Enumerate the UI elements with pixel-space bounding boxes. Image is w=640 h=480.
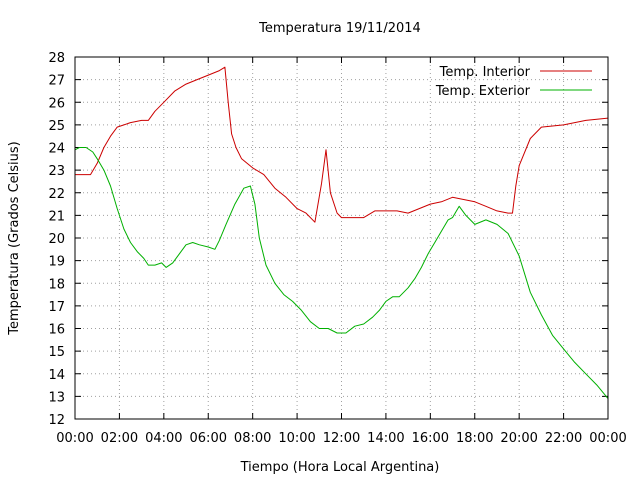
- legend: Temp. Interior Temp. Exterior: [435, 65, 592, 99]
- x-tick-label: 18:00: [456, 431, 493, 446]
- y-tick-label: 20: [48, 232, 65, 247]
- y-tick-label: 28: [48, 51, 65, 66]
- chart-title: Temperatura 19/11/2014: [258, 21, 421, 36]
- x-tick-label: 04:00: [145, 431, 182, 446]
- series-lines: [74, 66, 609, 399]
- x-tick-label: 06:00: [190, 431, 227, 446]
- x-tick-label: 00:00: [589, 431, 626, 446]
- x-tick-label: 02:00: [101, 431, 138, 446]
- plot-frame: [74, 56, 609, 420]
- x-tick-label: 12:00: [323, 431, 360, 446]
- y-tick-label: 26: [48, 96, 65, 111]
- y-tick-label: 21: [48, 209, 65, 224]
- x-tick-label: 08:00: [234, 431, 271, 446]
- y-tick-label: 14: [48, 368, 65, 383]
- x-tick-label: 14:00: [367, 431, 404, 446]
- y-tick-label: 18: [48, 277, 65, 292]
- legend-label-interior: Temp. Interior: [439, 65, 531, 80]
- y-tick-label: 25: [48, 119, 65, 134]
- y-axis-label: Temperatura (Grados Celsius): [7, 141, 22, 335]
- y-tick-label: 13: [48, 390, 65, 405]
- y-tick-label: 19: [48, 255, 65, 270]
- x-tick-label: 00:00: [56, 431, 93, 446]
- series-line-1: [74, 147, 609, 399]
- y-tick-label: 17: [48, 300, 65, 315]
- x-tick-label: 10:00: [278, 431, 315, 446]
- y-tick-label: 24: [48, 142, 65, 157]
- x-tick-label: 22:00: [545, 431, 582, 446]
- y-tick-label: 27: [48, 74, 65, 89]
- y-tick-label: 15: [48, 345, 65, 360]
- y-tick-label: 16: [48, 323, 65, 338]
- x-tick-label: 20:00: [500, 431, 537, 446]
- grid: [75, 57, 608, 419]
- y-tick-label: 12: [48, 413, 65, 428]
- series-line-0: [75, 66, 609, 223]
- y-tick-label: 23: [48, 164, 65, 179]
- axis-ticks: 00:00 02:00 04:00 06:00 08:00 10:00 12:00 14:00…: [48, 51, 626, 446]
- x-axis-label: Tiempo (Hora Local Argentina): [240, 460, 440, 475]
- legend-label-exterior: Temp. Exterior: [435, 84, 531, 99]
- x-tick-label: 16:00: [412, 431, 449, 446]
- y-tick-label: 22: [48, 187, 65, 202]
